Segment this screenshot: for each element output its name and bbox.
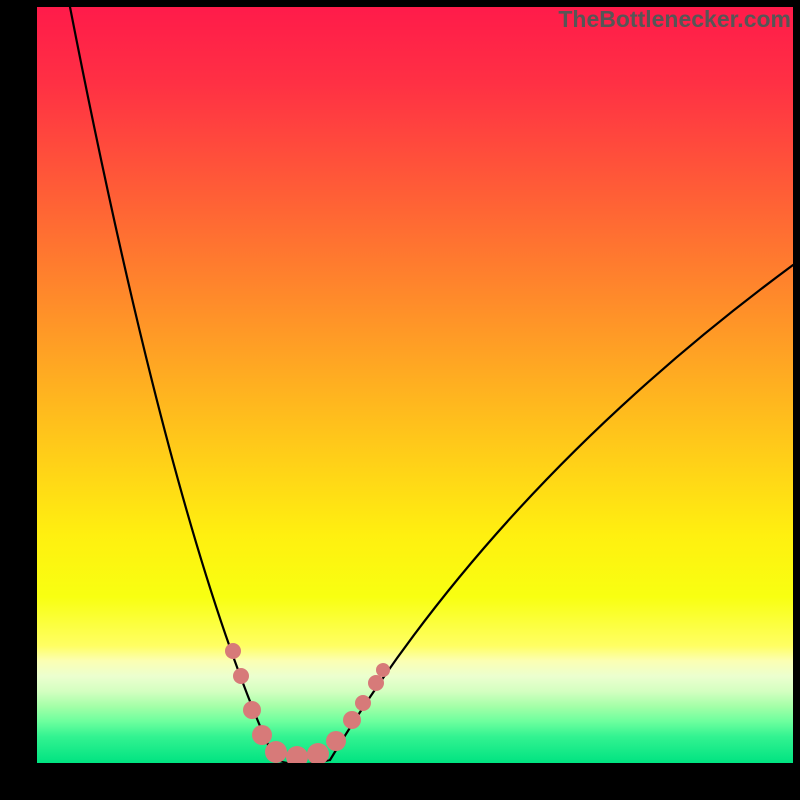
watermark-text: TheBottlenecker.com [558, 6, 791, 33]
data-marker [343, 711, 361, 729]
data-marker [233, 668, 249, 684]
data-marker [326, 731, 346, 751]
chart-svg [0, 0, 800, 800]
data-marker [376, 663, 390, 677]
data-marker [368, 675, 384, 691]
data-marker [225, 643, 241, 659]
data-marker [243, 701, 261, 719]
data-marker [252, 725, 272, 745]
data-marker [307, 743, 329, 765]
data-marker [265, 741, 287, 763]
plot-background [37, 7, 793, 763]
data-marker [355, 695, 371, 711]
